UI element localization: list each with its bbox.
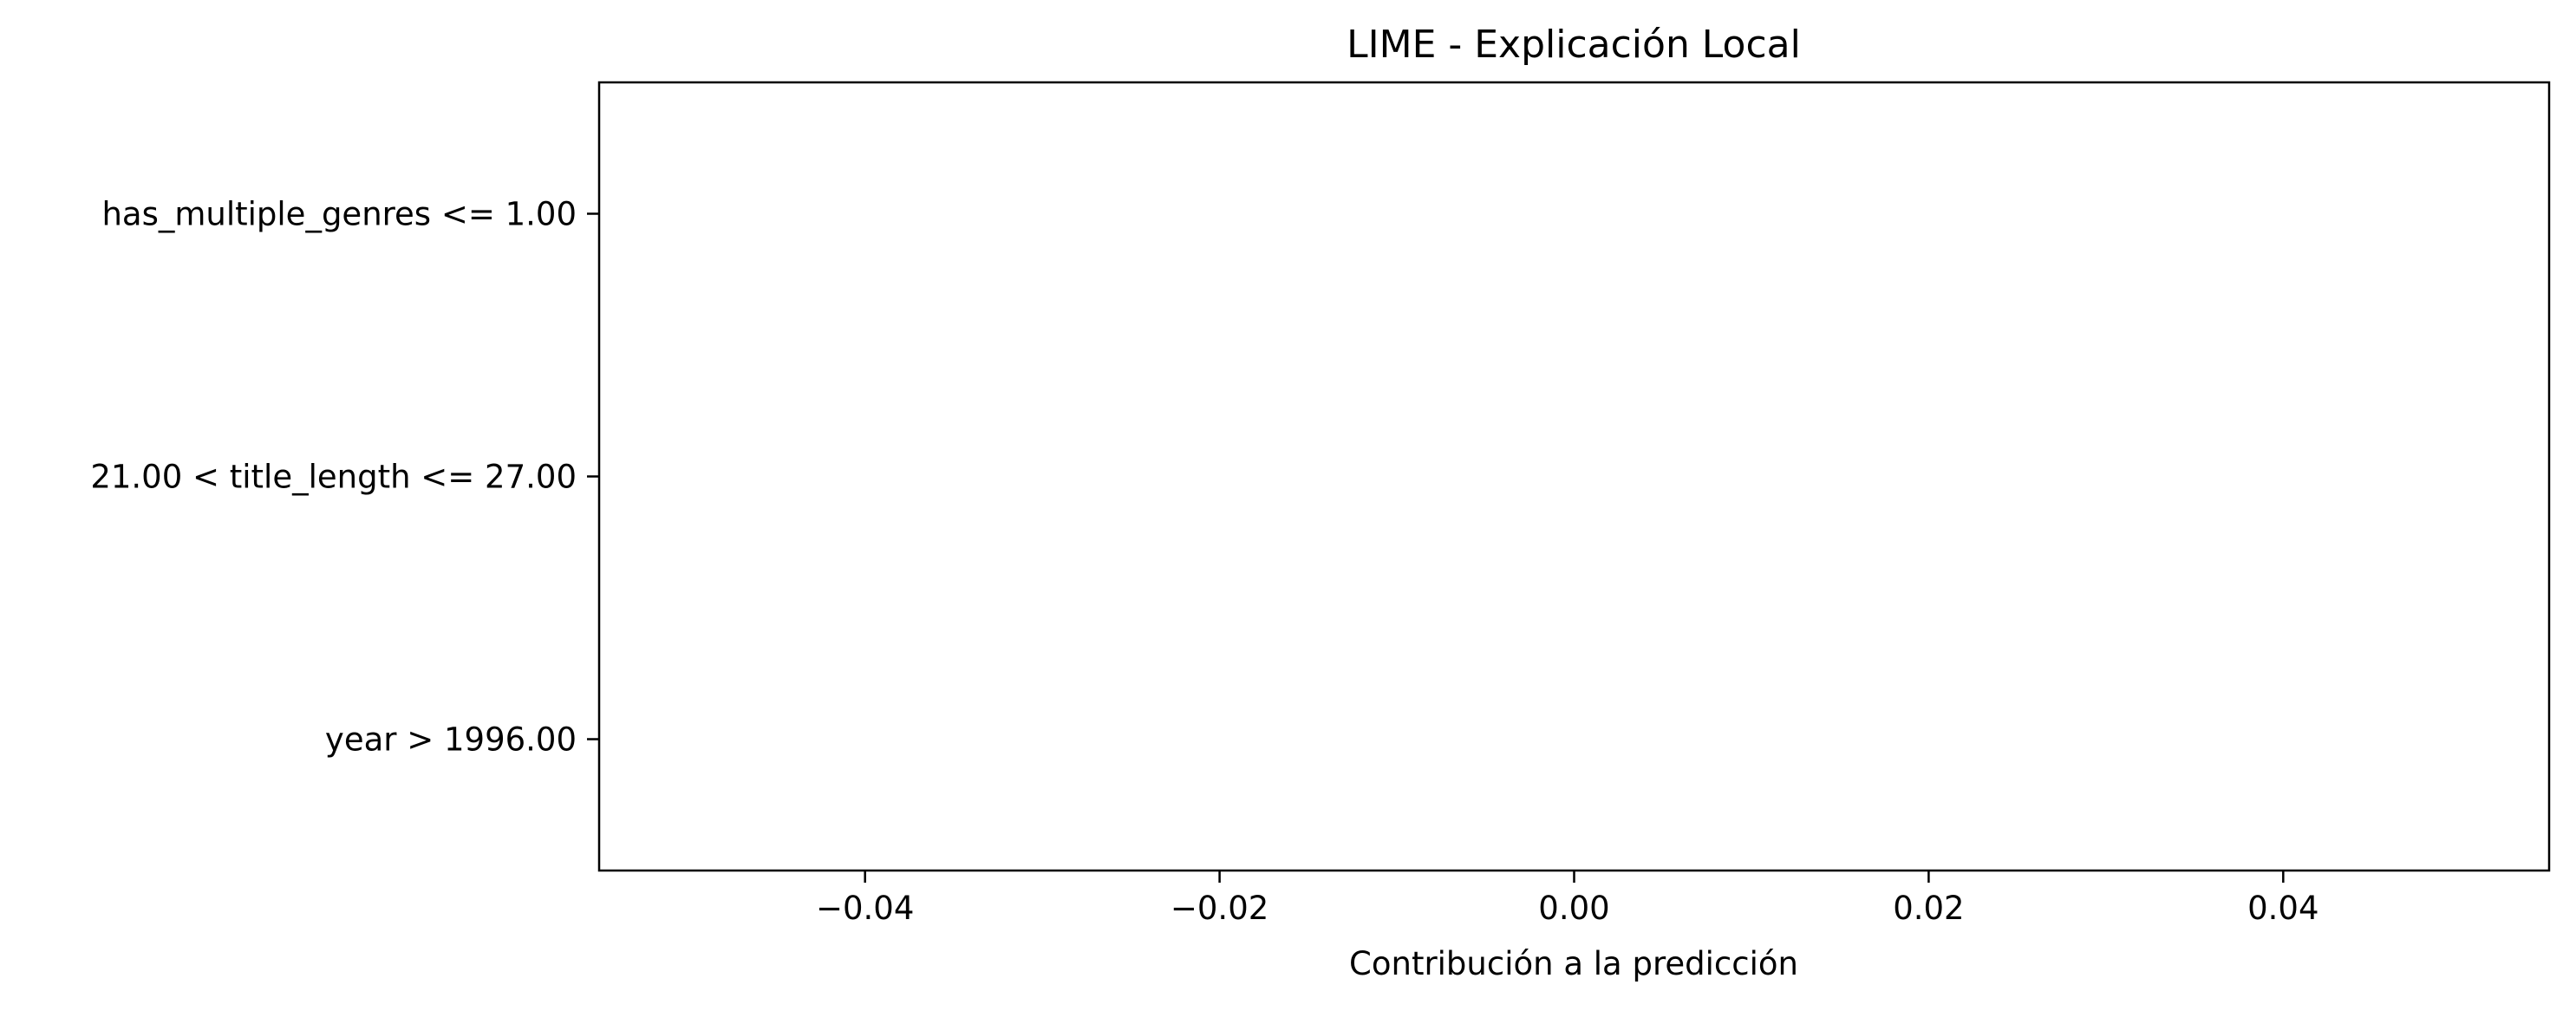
x-axis-label: Contribución a la predicción [1349, 945, 1798, 982]
y-axis: has_multiple_genres <= 1.00 21.00 < title… [90, 196, 599, 759]
x-tick-label: 0.02 [1893, 890, 1964, 927]
x-axis: −0.04 −0.02 0.00 0.02 0.04 [816, 871, 2319, 927]
x-tick-label: 0.04 [2247, 890, 2318, 927]
y-tick-label: has_multiple_genres <= 1.00 [101, 196, 577, 233]
y-tick-label: year > 1996.00 [325, 721, 577, 759]
x-tick-label: −0.02 [1171, 890, 1268, 927]
chart-title: LIME - Explicación Local [1347, 23, 1801, 67]
x-tick-label: 0.00 [1538, 890, 1609, 927]
x-tick-label: −0.04 [816, 890, 914, 927]
y-tick-label: 21.00 < title_length <= 27.00 [90, 459, 577, 496]
